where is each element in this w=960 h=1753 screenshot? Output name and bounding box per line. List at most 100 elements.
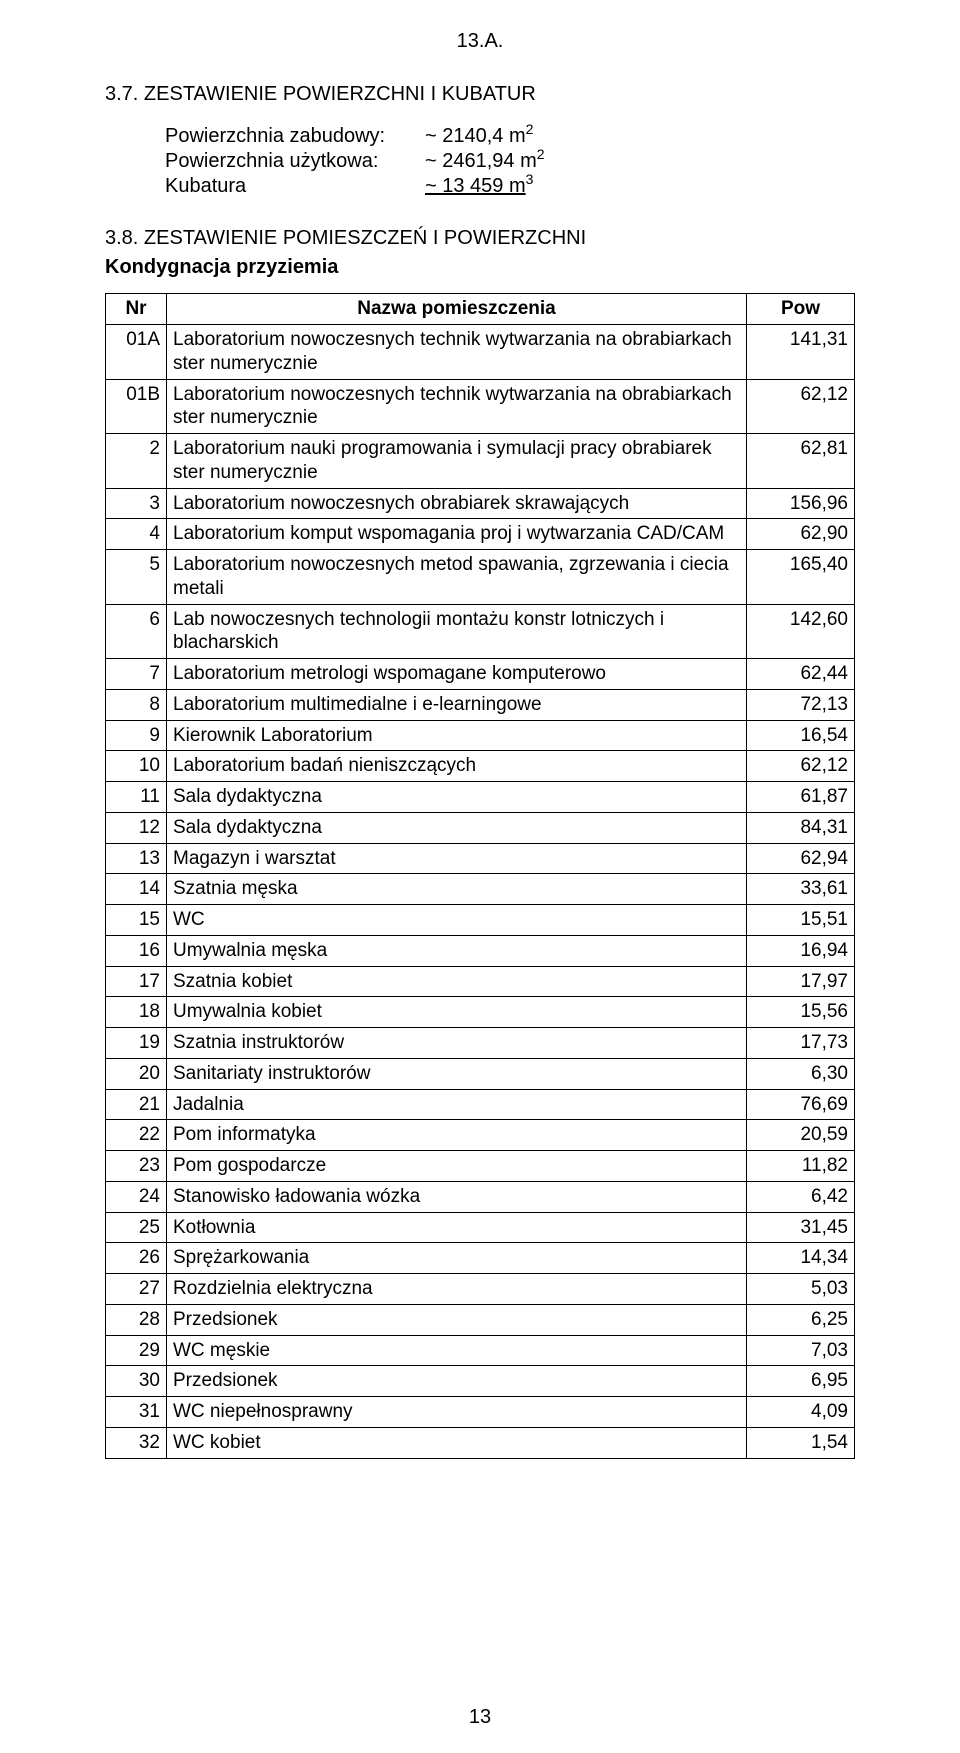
cell-name: Sala dydaktyczna: [167, 782, 747, 813]
table-row: 2Laboratorium nauki programowania i symu…: [106, 434, 855, 489]
footer-page-number: 13: [0, 1706, 960, 1729]
cell-pow: 6,25: [747, 1304, 855, 1335]
table-row: 31WC niepełnosprawny4,09: [106, 1397, 855, 1428]
cell-pow: 84,31: [747, 812, 855, 843]
table-row: 16Umywalnia męska16,94: [106, 935, 855, 966]
cell-name: Laboratorium badań nieniszczących: [167, 751, 747, 782]
table-row: 10Laboratorium badań nieniszczących62,12: [106, 751, 855, 782]
rooms-table-body: 01ALaboratorium nowoczesnych technik wyt…: [106, 325, 855, 1459]
summary-table-body: Powierzchnia zabudowy:~ 2140,4 m2Powierz…: [165, 124, 545, 199]
table-row: 24Stanowisko ładowania wózka6,42: [106, 1181, 855, 1212]
cell-pow: 62,44: [747, 659, 855, 690]
cell-nr: 30: [106, 1366, 167, 1397]
cell-name: Sprężarkowania: [167, 1243, 747, 1274]
cell-nr: 15: [106, 905, 167, 936]
cell-name: Umywalnia kobiet: [167, 997, 747, 1028]
summary-table: Powierzchnia zabudowy:~ 2140,4 m2Powierz…: [165, 124, 545, 199]
cell-pow: 165,40: [747, 550, 855, 605]
cell-pow: 62,90: [747, 519, 855, 550]
table-row: 8Laboratorium multimedialne i e-learning…: [106, 689, 855, 720]
cell-pow: 31,45: [747, 1212, 855, 1243]
cell-name: Rozdzielnia elektryczna: [167, 1274, 747, 1305]
cell-pow: 142,60: [747, 604, 855, 659]
cell-pow: 62,12: [747, 751, 855, 782]
kondygnacja-label: Kondygnacja przyziemia: [105, 256, 855, 279]
cell-pow: 61,87: [747, 782, 855, 813]
table-row: 26Sprężarkowania14,34: [106, 1243, 855, 1274]
cell-name: Magazyn i warsztat: [167, 843, 747, 874]
table-row: 21Jadalnia76,69: [106, 1089, 855, 1120]
cell-nr: 7: [106, 659, 167, 690]
table-row: 15WC15,51: [106, 905, 855, 936]
cell-nr: 31: [106, 1397, 167, 1428]
cell-name: Lab nowoczesnych technologii montażu kon…: [167, 604, 747, 659]
cell-name: Laboratorium metrologi wspomagane komput…: [167, 659, 747, 690]
cell-nr: 6: [106, 604, 167, 659]
cell-pow: 5,03: [747, 1274, 855, 1305]
cell-name: Laboratorium nowoczesnych technik wytwar…: [167, 325, 747, 380]
cell-nr: 18: [106, 997, 167, 1028]
cell-name: WC niepełnosprawny: [167, 1397, 747, 1428]
cell-name: Szatnia męska: [167, 874, 747, 905]
cell-nr: 26: [106, 1243, 167, 1274]
table-header-row: Nr Nazwa pomieszczenia Pow: [106, 294, 855, 325]
table-row: 23Pom gospodarcze11,82: [106, 1151, 855, 1182]
section-3-8-title: 3.8. ZESTAWIENIE POMIESZCZEŃ I POWIERZCH…: [105, 227, 855, 250]
col-name: Nazwa pomieszczenia: [167, 294, 747, 325]
table-row: 4Laboratorium komput wspomagania proj i …: [106, 519, 855, 550]
table-row: 18Umywalnia kobiet15,56: [106, 997, 855, 1028]
cell-name: Laboratorium nauki programowania i symul…: [167, 434, 747, 489]
cell-nr: 21: [106, 1089, 167, 1120]
cell-nr: 17: [106, 966, 167, 997]
cell-pow: 16,54: [747, 720, 855, 751]
cell-nr: 13: [106, 843, 167, 874]
summary-label: Powierzchnia zabudowy:: [165, 124, 425, 149]
cell-pow: 15,51: [747, 905, 855, 936]
cell-name: Sala dydaktyczna: [167, 812, 747, 843]
cell-name: Przedsionek: [167, 1366, 747, 1397]
rooms-table: Nr Nazwa pomieszczenia Pow 01ALaboratori…: [105, 293, 855, 1459]
cell-name: Jadalnia: [167, 1089, 747, 1120]
cell-name: WC: [167, 905, 747, 936]
cell-pow: 62,81: [747, 434, 855, 489]
summary-row: Powierzchnia użytkowa:~ 2461,94 m2: [165, 149, 545, 174]
summary-value: ~ 13 459 m3: [425, 174, 545, 199]
col-nr: Nr: [106, 294, 167, 325]
cell-name: Laboratorium nowoczesnych obrabiarek skr…: [167, 488, 747, 519]
cell-pow: 76,69: [747, 1089, 855, 1120]
table-row: 5Laboratorium nowoczesnych metod spawani…: [106, 550, 855, 605]
summary-row: Kubatura~ 13 459 m3: [165, 174, 545, 199]
cell-pow: 1,54: [747, 1427, 855, 1458]
table-row: 17Szatnia kobiet17,97: [106, 966, 855, 997]
cell-name: Kotłownia: [167, 1212, 747, 1243]
cell-pow: 156,96: [747, 488, 855, 519]
cell-nr: 11: [106, 782, 167, 813]
cell-nr: 9: [106, 720, 167, 751]
cell-nr: 19: [106, 1028, 167, 1059]
col-pow: Pow: [747, 294, 855, 325]
cell-name: Szatnia kobiet: [167, 966, 747, 997]
summary-row: Powierzchnia zabudowy:~ 2140,4 m2: [165, 124, 545, 149]
table-row: 7Laboratorium metrologi wspomagane kompu…: [106, 659, 855, 690]
cell-nr: 20: [106, 1058, 167, 1089]
cell-nr: 16: [106, 935, 167, 966]
table-row: 14Szatnia męska33,61: [106, 874, 855, 905]
section-3-7-title: 3.7. ZESTAWIENIE POWIERZCHNI I KUBATUR: [105, 83, 855, 106]
table-row: 19Szatnia instruktorów17,73: [106, 1028, 855, 1059]
cell-nr: 5: [106, 550, 167, 605]
cell-name: Kierownik Laboratorium: [167, 720, 747, 751]
cell-pow: 6,30: [747, 1058, 855, 1089]
cell-name: Laboratorium komput wspomagania proj i w…: [167, 519, 747, 550]
cell-pow: 4,09: [747, 1397, 855, 1428]
cell-pow: 141,31: [747, 325, 855, 380]
cell-name: Sanitariaty instruktorów: [167, 1058, 747, 1089]
cell-pow: 15,56: [747, 997, 855, 1028]
table-row: 27Rozdzielnia elektryczna5,03: [106, 1274, 855, 1305]
cell-nr: 22: [106, 1120, 167, 1151]
cell-pow: 33,61: [747, 874, 855, 905]
table-row: 30Przedsionek6,95: [106, 1366, 855, 1397]
summary-label: Powierzchnia użytkowa:: [165, 149, 425, 174]
table-row: 13Magazyn i warsztat62,94: [106, 843, 855, 874]
summary-value: ~ 2140,4 m2: [425, 124, 545, 149]
cell-name: Szatnia instruktorów: [167, 1028, 747, 1059]
